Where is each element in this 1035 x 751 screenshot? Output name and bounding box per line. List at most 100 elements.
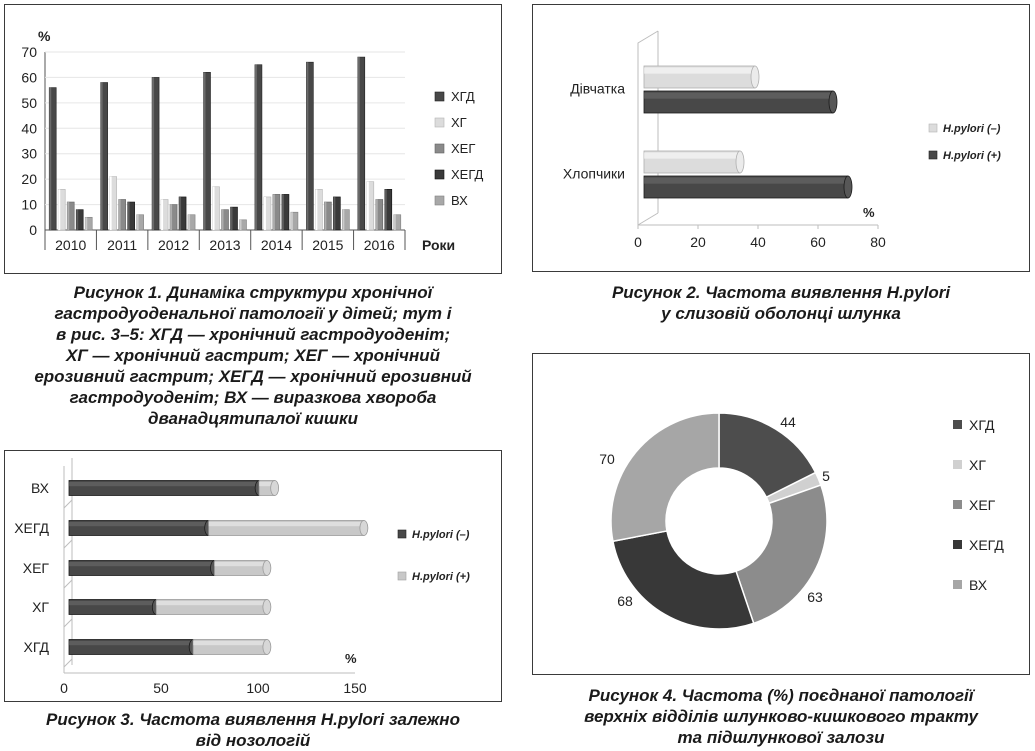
- bar: [68, 480, 264, 496]
- bar-highlight: [69, 641, 194, 646]
- bar: [68, 599, 161, 615]
- legend-swatch: [434, 143, 445, 154]
- y-tick-label: 0: [29, 222, 37, 238]
- bar-highlight: [188, 214, 191, 230]
- caption-line: від нозологій: [195, 731, 311, 750]
- bar-cap: [843, 175, 853, 199]
- bar-highlight: [127, 202, 130, 230]
- figure-1-chart: 0 10 20 30 40 50 60 70% 2010 2011 2012 2013 2014 2015…: [21, 28, 484, 253]
- bar-highlight: [203, 72, 206, 230]
- caption-line: гастродуоденальної патології у дітей; ту…: [54, 304, 452, 323]
- bar-highlight: [214, 562, 267, 567]
- legend-label: ВХ: [969, 577, 988, 593]
- bar-highlight: [69, 482, 260, 487]
- bar-highlight: [49, 87, 52, 230]
- y-tick-label: 60: [21, 69, 37, 85]
- bar: [192, 639, 272, 655]
- bar-highlight: [69, 601, 157, 606]
- legend-swatch: [953, 500, 962, 509]
- bar: [258, 480, 280, 496]
- figure-1-panel: 0 10 20 30 40 50 60 70% 2010 2011 2012 2013 2014 2015…: [4, 4, 502, 274]
- legend-label: ВХ: [451, 193, 468, 208]
- bar-highlight: [644, 152, 740, 159]
- bar-highlight: [67, 202, 70, 230]
- figure-3-caption: Рисунок 3. Частота виявлення H.pylori за…: [0, 709, 506, 751]
- bar-highlight: [281, 194, 284, 230]
- bar-highlight: [136, 214, 139, 230]
- floor-edge: [637, 212, 659, 226]
- x-axis-title: Роки: [422, 237, 455, 253]
- x-tick-label: 2010: [55, 237, 86, 253]
- legend-swatch: [953, 460, 962, 469]
- bar-highlight: [76, 209, 79, 230]
- legend-swatch: [953, 540, 962, 549]
- y-category-label: Хлопчики: [563, 166, 625, 182]
- bar-highlight: [315, 189, 318, 230]
- legend-swatch: [397, 571, 407, 581]
- bar: [643, 90, 838, 114]
- x-axis-unit: %: [863, 205, 875, 220]
- bar-cap: [359, 520, 369, 536]
- bar-highlight: [342, 209, 345, 230]
- legend-label: ХЕГ: [451, 141, 475, 156]
- bar-cap: [262, 599, 272, 615]
- bar-highlight: [239, 219, 242, 230]
- bar-highlight: [333, 196, 336, 230]
- legend-swatch: [434, 91, 445, 102]
- bar: [214, 560, 272, 576]
- bar-highlight: [109, 176, 112, 230]
- x-tick-label: 2013: [209, 237, 240, 253]
- y-category-label: ВХ: [31, 480, 50, 496]
- caption-line: верхніх відділів шлунково-кишкового трак…: [584, 707, 978, 726]
- pie-slice: [612, 530, 755, 630]
- legend-label: ХЕГД: [969, 537, 1004, 553]
- bar-highlight: [259, 482, 275, 487]
- slice-value-label: 68: [617, 593, 633, 609]
- legend-label: ХЕГ: [969, 497, 996, 513]
- figure-3-panel: 0 50 100 150% ВХ ХЕГД ХЕГ ХГ ХГД H.pylori (–) H.py…: [4, 450, 502, 702]
- bar-highlight: [272, 194, 275, 230]
- legend-swatch: [928, 150, 938, 160]
- bar-highlight: [193, 641, 267, 646]
- legend-swatch: [434, 195, 445, 206]
- legend-label: H.pylori (+): [412, 571, 470, 583]
- wall-edge: [637, 30, 659, 225]
- bar: [643, 150, 745, 174]
- x-tick-label: 80: [870, 234, 886, 250]
- legend-swatch: [434, 117, 445, 128]
- caption-line: ерозивний гастрит; ХЕГД — хронічний ероз…: [34, 367, 472, 386]
- bar-highlight: [85, 217, 88, 230]
- bar-highlight: [69, 522, 209, 527]
- bar-highlight: [290, 212, 293, 230]
- y-axis-unit: %: [38, 28, 51, 44]
- y-category-label: ХГД: [24, 639, 50, 655]
- slice-value-label: 63: [807, 589, 823, 605]
- bar-cap: [735, 150, 745, 174]
- bar-highlight: [152, 77, 155, 230]
- bar-highlight: [644, 67, 755, 74]
- figure-4-caption: Рисунок 4. Частота (%) поєднаної патолог…: [532, 685, 1030, 748]
- x-tick-label: 2014: [261, 237, 292, 253]
- legend-label: ХГД: [969, 417, 995, 433]
- y-tick-label: 20: [21, 171, 37, 187]
- bar: [643, 175, 853, 199]
- category-divider: [63, 539, 73, 549]
- bar-highlight: [263, 196, 266, 230]
- bar-cap: [828, 90, 838, 114]
- caption-line: та підшлункової залози: [677, 728, 885, 747]
- legend-label: ХЕГД: [451, 167, 484, 182]
- bar: [68, 560, 219, 576]
- bar-highlight: [156, 601, 267, 606]
- x-tick-label: 50: [153, 680, 169, 696]
- y-tick-label: 10: [21, 197, 37, 213]
- y-category-label: Дівчатка: [570, 81, 625, 97]
- y-tick-label: 30: [21, 146, 37, 162]
- x-tick-label: 2015: [312, 237, 343, 253]
- legend-swatch: [953, 420, 962, 429]
- bar-highlight: [221, 209, 224, 230]
- slice-value-label: 70: [599, 451, 615, 467]
- bar-highlight: [375, 199, 378, 230]
- x-tick-label: 0: [634, 234, 642, 250]
- legend-label: ХГ: [451, 115, 467, 130]
- bar-highlight: [170, 204, 173, 230]
